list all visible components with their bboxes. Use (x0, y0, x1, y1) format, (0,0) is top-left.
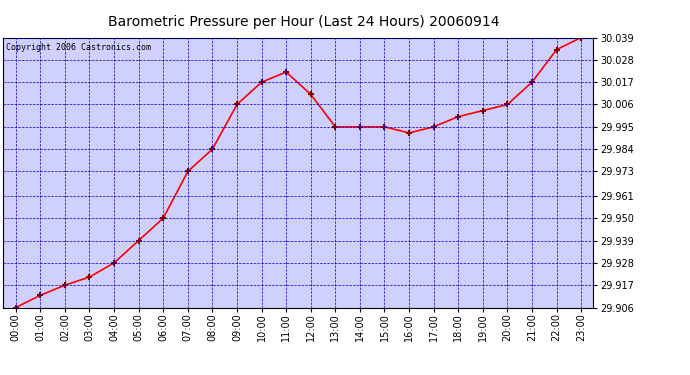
Text: Barometric Pressure per Hour (Last 24 Hours) 20060914: Barometric Pressure per Hour (Last 24 Ho… (108, 15, 500, 29)
Text: Copyright 2006 Castronics.com: Copyright 2006 Castronics.com (6, 43, 151, 52)
